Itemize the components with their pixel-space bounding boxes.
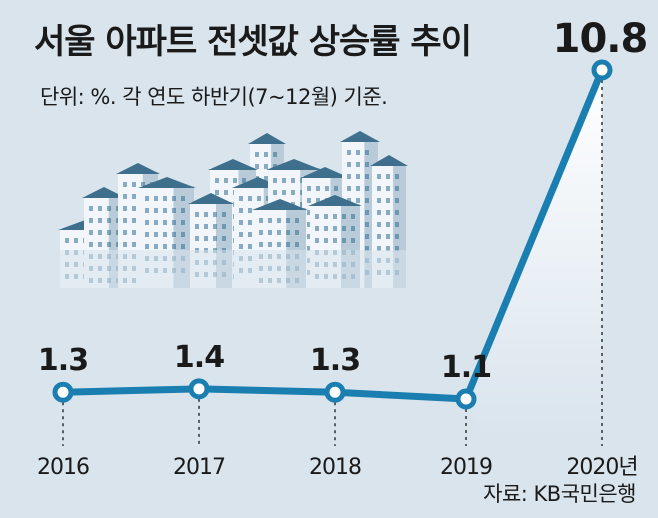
source-note: 자료: KB국민은행 — [483, 482, 636, 506]
x-tick-labels: 2016 2017 2018 2019 2020년 — [37, 455, 639, 480]
x-tick-label: 2019 — [440, 455, 492, 480]
x-tick-label: 2020년 — [566, 455, 637, 480]
value-labels: 1.3 1.4 1.3 1.1 10.8 — [38, 16, 648, 385]
value-label: 1.3 — [38, 343, 88, 378]
chart-subtitle: 단위: %. 각 연도 하반기(7~12월) 기준. — [40, 85, 388, 109]
x-tick-label: 2016 — [37, 455, 89, 480]
spike-area — [466, 70, 602, 440]
value-label: 1.4 — [174, 340, 224, 375]
chart-title: 서울 아파트 전셋값 상승률 추이 — [34, 22, 472, 62]
value-label: 1.3 — [310, 343, 360, 378]
data-point — [52, 381, 74, 403]
data-point — [591, 59, 613, 81]
x-tick-label: 2018 — [309, 455, 361, 480]
value-label: 1.1 — [441, 350, 491, 385]
spike-highlight-area — [466, 70, 602, 440]
data-point — [324, 381, 346, 403]
illustration-fade — [40, 250, 420, 295]
apartment-buildings-illustration — [40, 131, 420, 295]
drop-lines — [62, 80, 603, 446]
x-tick-label: 2017 — [173, 455, 225, 480]
data-points — [52, 59, 613, 410]
data-point — [188, 378, 210, 400]
value-label: 10.8 — [553, 16, 648, 62]
data-point — [455, 388, 477, 410]
